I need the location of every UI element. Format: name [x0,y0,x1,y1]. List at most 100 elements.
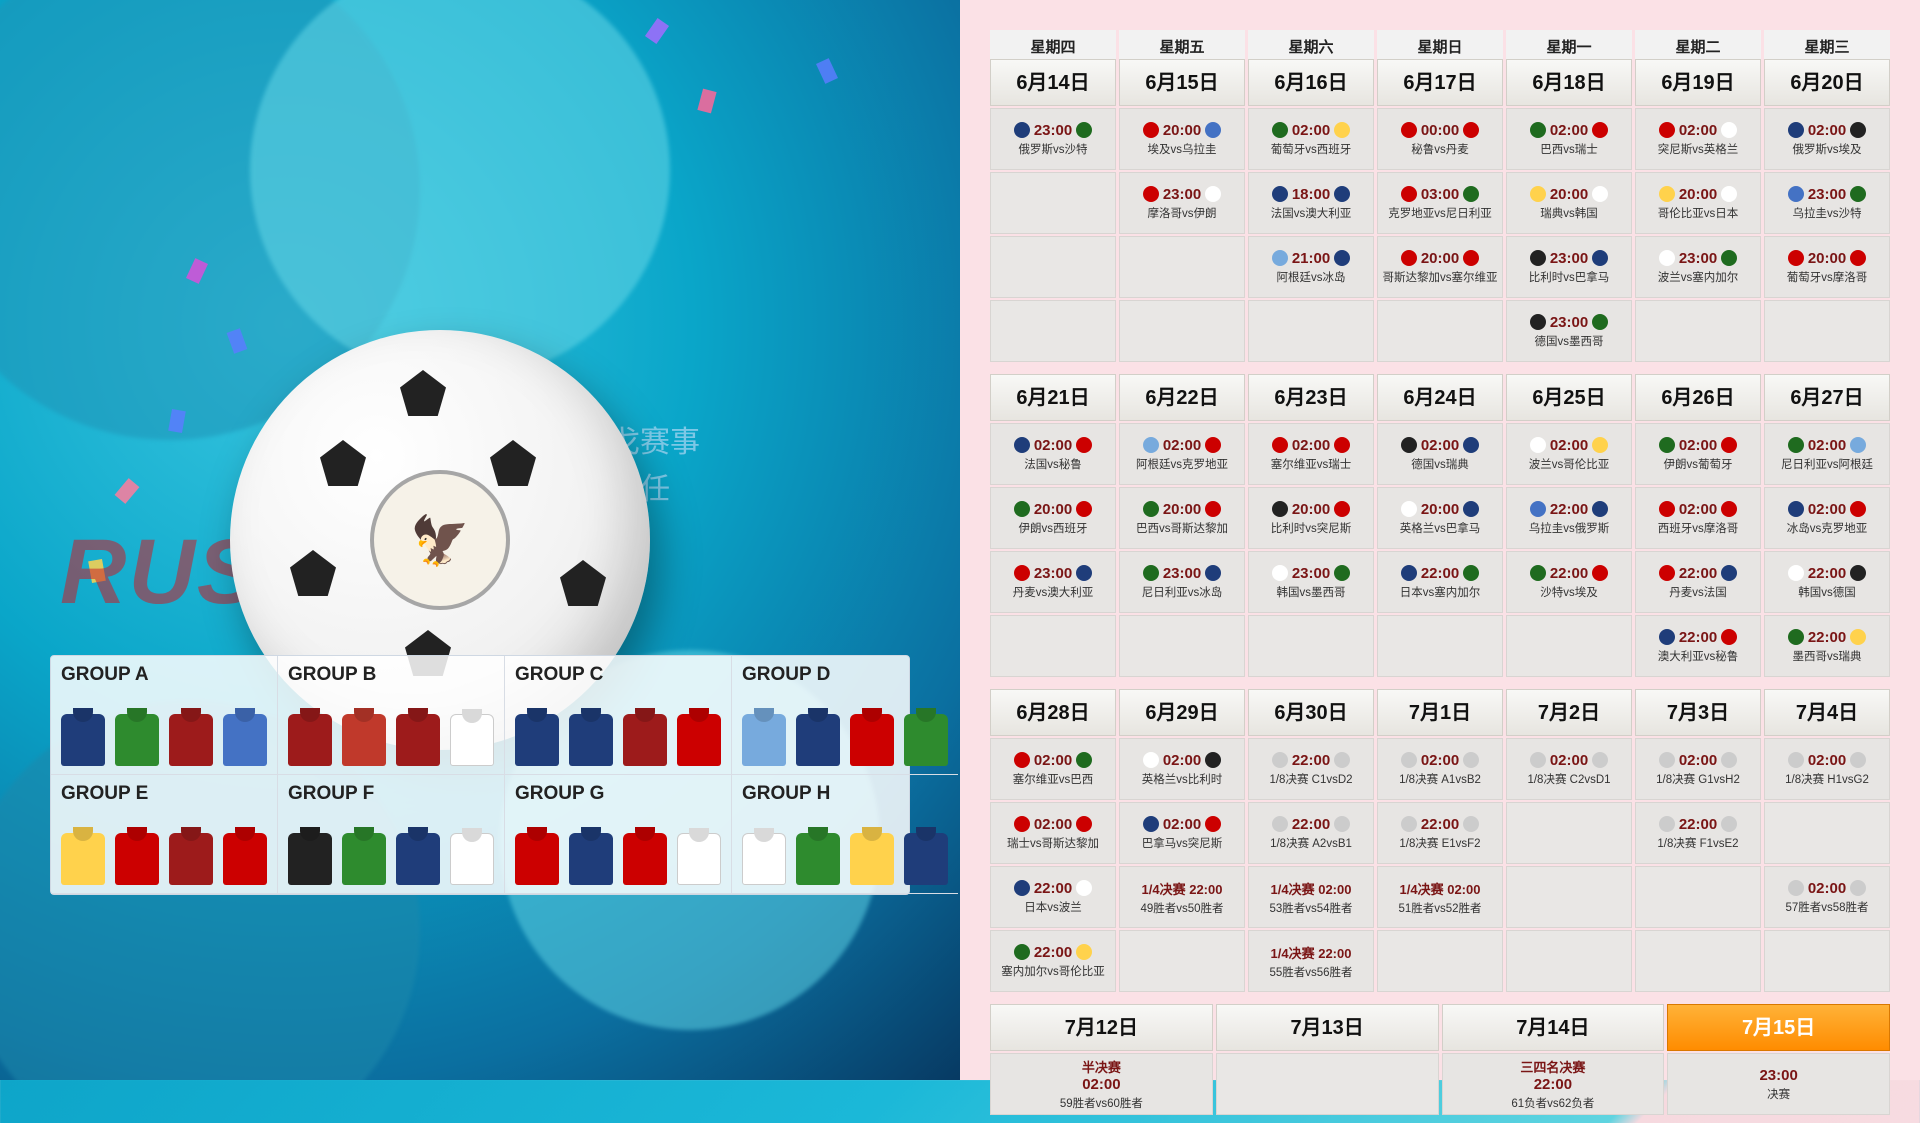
match-time-text: 22:00 [1034,944,1072,961]
match-cell[interactable]: 22:00 塞内加尔vs哥伦比亚 [990,930,1116,992]
match-cell[interactable]: 22:00 1/8决赛 A2vsB1 [1248,802,1374,864]
date-header-cell[interactable]: 7月14日 [1442,1000,1665,1051]
match-cell[interactable]: 02:00 巴拿马vs突尼斯 [1119,802,1245,864]
match-cell[interactable]: 23:00 丹麦vs澳大利亚 [990,551,1116,613]
match-cell[interactable]: 02:00 德国vs瑞典 [1377,423,1503,485]
match-cell[interactable]: 02:00 英格兰vs比利时 [1119,738,1245,800]
date-header-cell[interactable]: 6月30日 [1248,685,1374,736]
match-cell[interactable]: 23:00 比利时vs巴拿马 [1506,236,1632,298]
match-time-text: 22:00 [1034,880,1072,897]
date-header-cell[interactable]: 星期四 6月14日 [990,30,1116,106]
week-header-row: 6月28日 6月29日 6月30日 7月1日 7月2日 7月3日 7月4日 [990,685,1890,736]
match-cell[interactable]: 20:00 英格兰vs巴拿马 [1377,487,1503,549]
match-cell[interactable]: 1/4决赛 22:00 49胜者vs50胜者 [1119,866,1245,928]
match-cell[interactable]: 22:00 澳大利亚vs秘鲁 [1635,615,1761,677]
date-header-cell[interactable]: 6月23日 [1248,370,1374,421]
date-header-cell[interactable]: 7月15日 [1667,1000,1890,1051]
date-header-cell[interactable]: 7月12日 [990,1000,1213,1051]
match-time-text: 23:00 [1550,250,1588,267]
match-cell[interactable]: 半决赛 02:00 59胜者vs60胜者 [990,1053,1213,1115]
date-header-cell[interactable]: 6月28日 [990,685,1116,736]
match-cell[interactable]: 23:00 尼日利亚vs冰岛 [1119,551,1245,613]
date-header-cell[interactable]: 7月2日 [1506,685,1632,736]
match-cell[interactable]: 02:00 57胜者vs58胜者 [1764,866,1890,928]
match-cell[interactable]: 02:00 葡萄牙vs西班牙 [1248,108,1374,170]
match-cell[interactable]: 18:00 法国vs澳大利亚 [1248,172,1374,234]
match-cell[interactable]: 22:00 日本vs波兰 [990,866,1116,928]
match-cell[interactable]: 23:00 波兰vs塞内加尔 [1635,236,1761,298]
match-cell[interactable]: 02:00 冰岛vs克罗地亚 [1764,487,1890,549]
match-cell[interactable]: 23:00 摩洛哥vs伊朗 [1119,172,1245,234]
match-cell[interactable]: 02:00 1/8决赛 G1vsH2 [1635,738,1761,800]
match-cell[interactable]: 23:00 俄罗斯vs沙特 [990,108,1116,170]
match-cell[interactable]: 1/4决赛 02:00 51胜者vs52胜者 [1377,866,1503,928]
match-cell[interactable]: 20:00 巴西vs哥斯达黎加 [1119,487,1245,549]
date-header-cell[interactable]: 6月22日 [1119,370,1245,421]
date-header-cell[interactable]: 7月1日 [1377,685,1503,736]
date-header-cell[interactable]: 6月29日 [1119,685,1245,736]
match-cell[interactable]: 22:00 1/8决赛 C1vsD2 [1248,738,1374,800]
date-header-cell[interactable]: 6月25日 [1506,370,1632,421]
match-cell[interactable]: 22:00 韩国vs德国 [1764,551,1890,613]
match-cell[interactable]: 1/4决赛 02:00 53胜者vs54胜者 [1248,866,1374,928]
match-cell[interactable]: 02:00 西班牙vs摩洛哥 [1635,487,1761,549]
match-cell[interactable]: 20:00 哥伦比亚vs日本 [1635,172,1761,234]
date-header-cell[interactable]: 星期六 6月16日 [1248,30,1374,106]
match-cell[interactable]: 02:00 1/8决赛 A1vsB2 [1377,738,1503,800]
match-cell[interactable]: 1/4决赛 22:00 55胜者vs56胜者 [1248,930,1374,992]
date-header-cell[interactable]: 星期五 6月15日 [1119,30,1245,106]
match-cell[interactable]: 20:00 埃及vs乌拉圭 [1119,108,1245,170]
date-header-cell[interactable]: 7月3日 [1635,685,1761,736]
match-cell[interactable]: 23:00 决赛 [1667,1053,1890,1115]
date-header-cell[interactable]: 6月24日 [1377,370,1503,421]
date-header-cell[interactable]: 星期日 6月17日 [1377,30,1503,106]
match-cell[interactable]: 20:00 葡萄牙vs摩洛哥 [1764,236,1890,298]
match-cell[interactable]: 02:00 塞尔维亚vs巴西 [990,738,1116,800]
date-header-cell[interactable]: 7月4日 [1764,685,1890,736]
match-cell[interactable]: 23:00 韩国vs墨西哥 [1248,551,1374,613]
match-cell[interactable]: 00:00 秘鲁vs丹麦 [1377,108,1503,170]
date-header-cell[interactable]: 星期三 6月20日 [1764,30,1890,106]
match-cell[interactable]: 02:00 1/8决赛 H1vsG2 [1764,738,1890,800]
match-cell[interactable]: 02:00 巴西vs瑞士 [1506,108,1632,170]
match-cell[interactable]: 02:00 1/8决赛 C2vsD1 [1506,738,1632,800]
empty-match-cell [990,615,1116,677]
match-cell[interactable]: 02:00 法国vs秘鲁 [990,423,1116,485]
match-cell[interactable]: 02:00 尼日利亚vs阿根廷 [1764,423,1890,485]
match-cell[interactable]: 02:00 俄罗斯vs埃及 [1764,108,1890,170]
date-header-cell[interactable]: 6月21日 [990,370,1116,421]
match-cell[interactable]: 02:00 阿根廷vs克罗地亚 [1119,423,1245,485]
match-cell[interactable]: 21:00 阿根廷vs冰岛 [1248,236,1374,298]
match-time-row: 03:00 [1401,186,1479,203]
date-header-cell[interactable]: 星期一 6月18日 [1506,30,1632,106]
match-cell[interactable]: 22:00 1/8决赛 F1vsE2 [1635,802,1761,864]
date-header-cell[interactable]: 7月13日 [1216,1000,1439,1051]
match-cell[interactable]: 02:00 瑞士vs哥斯达黎加 [990,802,1116,864]
match-cell[interactable]: 22:00 1/8决赛 E1vsF2 [1377,802,1503,864]
match-cell[interactable]: 23:00 德国vs墨西哥 [1506,300,1632,362]
match-cell[interactable]: 03:00 克罗地亚vs尼日利亚 [1377,172,1503,234]
match-cell[interactable]: 02:00 伊朗vs葡萄牙 [1635,423,1761,485]
match-cell[interactable]: 20:00 比利时vs突尼斯 [1248,487,1374,549]
match-cell[interactable]: 22:00 墨西哥vs瑞典 [1764,615,1890,677]
match-time-text: 20:00 [1163,122,1201,139]
date-header-cell[interactable]: 星期二 6月19日 [1635,30,1761,106]
match-cell[interactable]: 02:00 波兰vs哥伦比亚 [1506,423,1632,485]
match-cell[interactable]: 02:00 突尼斯vs英格兰 [1635,108,1761,170]
date-header-cell[interactable]: 6月27日 [1764,370,1890,421]
match-cell[interactable]: 02:00 塞尔维亚vs瑞士 [1248,423,1374,485]
match-cell[interactable]: 22:00 乌拉圭vs俄罗斯 [1506,487,1632,549]
match-time-text: 23:00 [1163,186,1201,203]
match-cell[interactable]: 22:00 丹麦vs法国 [1635,551,1761,613]
match-teams-label: 波兰vs哥伦比亚 [1529,456,1610,472]
match-cell[interactable]: 20:00 哥斯达黎加vs塞尔维亚 [1377,236,1503,298]
match-cell[interactable]: 20:00 伊朗vs西班牙 [990,487,1116,549]
match-cell[interactable]: 22:00 日本vs塞内加尔 [1377,551,1503,613]
match-cell[interactable]: 20:00 瑞典vs韩国 [1506,172,1632,234]
match-cell[interactable]: 22:00 沙特vs埃及 [1506,551,1632,613]
team-flag-icon [1530,314,1546,330]
match-cell[interactable]: 三四名决赛 22:00 61负者vs62负者 [1442,1053,1665,1115]
match-cell[interactable]: 23:00 乌拉圭vs沙特 [1764,172,1890,234]
date-header-cell[interactable]: 6月26日 [1635,370,1761,421]
team-flag-icon [1850,629,1866,645]
